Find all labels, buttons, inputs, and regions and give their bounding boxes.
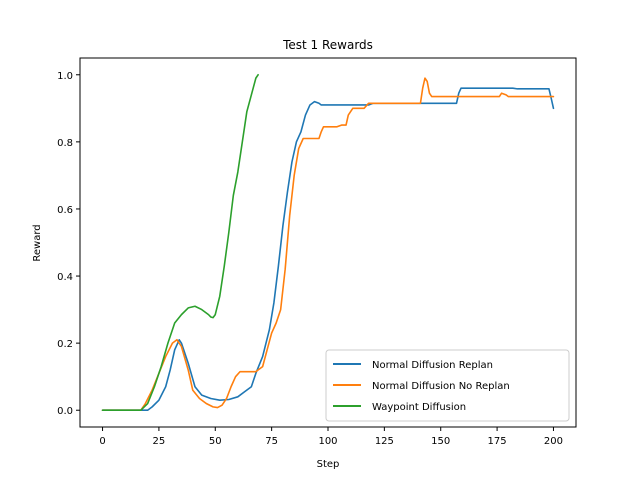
- legend-box: [325, 349, 570, 422]
- x-tick-label: 50: [209, 436, 222, 447]
- chart-title: Test 1 Rewards: [282, 38, 373, 52]
- x-tick-label: 125: [375, 436, 394, 447]
- y-axis-label: Reward: [32, 224, 43, 261]
- y-tick-label: 0.2: [57, 339, 73, 350]
- series-layer: [101, 73, 555, 412]
- y-tick-label: 0.6: [57, 205, 73, 216]
- y-tick-label: 0.0: [57, 406, 73, 417]
- x-tick-label: 100: [318, 436, 337, 447]
- x-tick-label: 75: [265, 436, 278, 447]
- y-tick-label: 0.8: [57, 138, 73, 149]
- x-axis-ticks: 0 25 50 75 100 125 150 175 200: [99, 427, 563, 447]
- series-line-2: [101, 73, 259, 412]
- y-tick-label: 0.4: [57, 272, 73, 283]
- x-tick-label: 200: [544, 436, 563, 447]
- x-axis-label: Step: [317, 459, 340, 470]
- y-axis-ticks: 0.0 0.2 0.4 0.6 0.8 1.0: [57, 71, 80, 417]
- x-tick-label: 150: [431, 436, 450, 447]
- x-tick-label: 25: [153, 436, 166, 447]
- series-line-0: [101, 87, 555, 412]
- x-tick-label: 175: [488, 436, 507, 447]
- legend: Normal Diffusion Replan Normal Diffusion…: [325, 349, 570, 422]
- series-line-1: [101, 77, 555, 412]
- legend-label-2: Waypoint Diffusion: [372, 402, 466, 413]
- legend-label-1: Normal Diffusion No Replan: [372, 381, 510, 392]
- x-tick-label: 0: [99, 436, 105, 447]
- y-tick-label: 1.0: [57, 71, 73, 82]
- legend-label-0: Normal Diffusion Replan: [372, 360, 493, 371]
